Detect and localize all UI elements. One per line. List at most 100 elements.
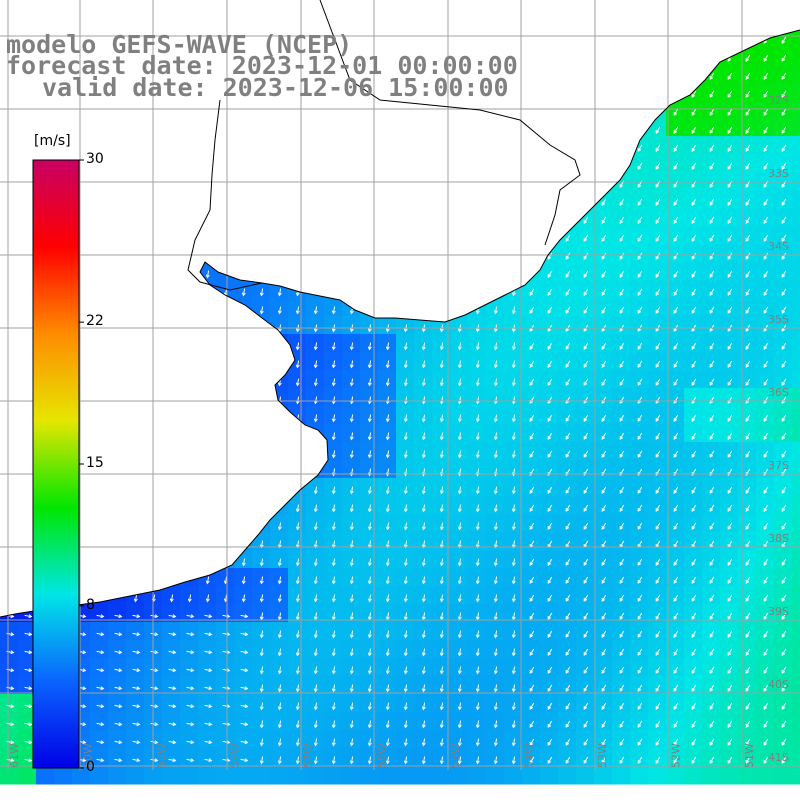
speed-cell <box>90 730 109 749</box>
speed-cell <box>0 748 19 767</box>
speed-cell <box>450 514 469 533</box>
speed-cell <box>540 370 559 389</box>
wind-arrow <box>637 576 643 584</box>
wind-arrow <box>439 378 444 387</box>
speed-cell <box>0 658 19 677</box>
wind-arrow <box>709 162 715 170</box>
speed-cell <box>774 640 793 659</box>
wind-arrow <box>403 360 408 369</box>
speed-cell <box>18 730 37 749</box>
speed-cell <box>468 676 487 695</box>
wind-arrow <box>96 722 105 727</box>
wind-arrow <box>619 576 625 584</box>
speed-cell <box>270 604 289 623</box>
wind-arrow <box>637 414 643 422</box>
speed-cell <box>432 658 451 677</box>
speed-cell <box>576 280 595 299</box>
wind-arrow <box>619 738 625 746</box>
speed-cell <box>468 730 487 749</box>
speed-cell <box>630 172 649 191</box>
wind-arrow <box>781 108 787 116</box>
speed-cell <box>450 568 469 587</box>
wind-arrow <box>295 612 300 621</box>
speed-cell <box>342 388 361 407</box>
speed-cell <box>648 262 667 281</box>
speed-cell <box>756 586 775 605</box>
title-forecast-date: forecast date: 2023-12-01 00:00:00 <box>6 51 518 80</box>
colorbar-tick-label: 22 <box>86 313 104 330</box>
speed-cell <box>396 406 415 425</box>
wind-arrow <box>529 684 535 692</box>
wind-arrow <box>763 360 769 368</box>
speed-cell <box>756 640 775 659</box>
wind-arrow <box>511 558 516 567</box>
speed-cell <box>504 514 523 533</box>
wind-arrow <box>132 650 141 655</box>
wind-arrow <box>493 648 498 657</box>
speed-cell <box>504 388 523 407</box>
speed-cell <box>594 316 613 335</box>
wind-arrow <box>691 558 697 566</box>
wind-arrow <box>277 648 282 657</box>
wind-arrow <box>295 360 300 369</box>
wind-arrow <box>331 450 336 459</box>
speed-cell <box>684 118 703 137</box>
speed-cell <box>450 640 469 659</box>
speed-cell <box>666 532 685 551</box>
wind-arrow <box>349 396 354 405</box>
wind-arrow <box>565 414 571 422</box>
wind-arrow <box>367 432 372 441</box>
speed-cell <box>630 496 649 515</box>
wind-arrow <box>583 684 589 692</box>
speed-cell <box>378 532 397 551</box>
speed-cell <box>378 478 397 497</box>
speed-cell <box>630 478 649 497</box>
speed-cell <box>486 316 505 335</box>
wind-arrow <box>637 522 643 530</box>
speed-cell <box>306 496 325 515</box>
wind-arrow <box>349 414 354 423</box>
speed-cell <box>720 226 739 245</box>
wind-arrow <box>745 306 751 314</box>
speed-cell <box>756 154 775 173</box>
speed-cell <box>414 658 433 677</box>
speed-cell <box>612 604 631 623</box>
wind-arrow <box>547 720 553 728</box>
wind-arrow <box>493 486 498 495</box>
wind-arrow <box>745 378 751 386</box>
speed-cell <box>468 532 487 551</box>
wind-arrow <box>601 720 607 728</box>
speed-cell <box>522 424 541 443</box>
wind-arrow <box>205 576 210 585</box>
speed-cell <box>774 694 793 713</box>
speed-cell <box>486 640 505 659</box>
wind-arrow <box>421 504 426 513</box>
speed-cell <box>252 730 271 749</box>
wind-arrow <box>655 558 661 566</box>
wind-arrow <box>493 612 498 621</box>
speed-cell <box>792 28 800 47</box>
wind-arrow <box>601 558 607 566</box>
wind-arrow <box>457 612 462 621</box>
speed-cell <box>378 352 397 371</box>
wind-arrow <box>583 666 589 674</box>
speed-cell <box>648 442 667 461</box>
wind-arrow <box>583 702 589 710</box>
speed-cell <box>792 154 800 173</box>
wind-arrow <box>385 630 390 639</box>
wind-arrow <box>529 306 535 314</box>
speed-cell <box>720 586 739 605</box>
speed-cell <box>774 244 793 263</box>
wind-arrow <box>529 360 535 368</box>
wind-arrow <box>637 432 643 440</box>
speed-cell <box>666 424 685 443</box>
speed-cell <box>774 316 793 335</box>
wind-arrow <box>673 486 679 494</box>
speed-cell <box>666 334 685 353</box>
speed-cell <box>378 424 397 443</box>
wind-arrow <box>601 486 607 494</box>
speed-cell <box>576 604 595 623</box>
speed-cell <box>522 622 541 641</box>
wind-arrow <box>745 558 751 566</box>
speed-cell <box>342 712 361 731</box>
